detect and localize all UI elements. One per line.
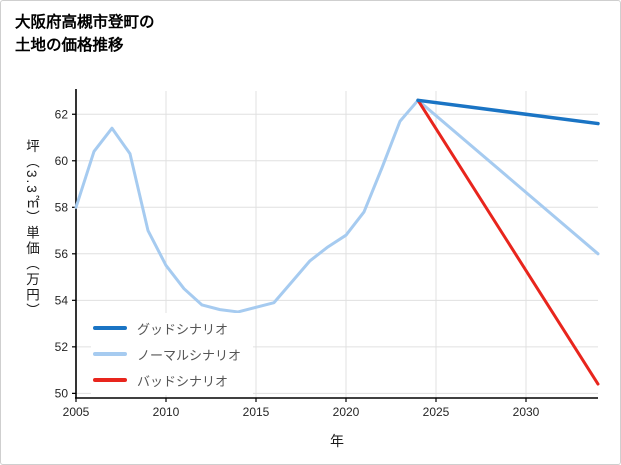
y-tick-label: 56 — [55, 247, 69, 261]
x-tick-label: 2015 — [243, 405, 270, 419]
good-scenario-line-swatch — [93, 326, 127, 330]
bad-scenario-line-swatch — [93, 378, 127, 382]
x-tick-label: 2005 — [63, 405, 90, 419]
x-axis-label: 年 — [330, 433, 344, 449]
y-tick-label: 60 — [55, 154, 69, 168]
y-tick-label: 58 — [55, 200, 69, 214]
legend: グッドシナリオ ノーマルシナリオ バッドシナリオ — [91, 313, 254, 395]
y-tick-label: 50 — [55, 386, 69, 400]
page-title: 大阪府高槻市登町の 土地の価格推移 — [15, 11, 155, 58]
legend-label-bad-scenario: バッドシナリオ — [137, 373, 229, 389]
y-tick-label: 62 — [55, 107, 69, 121]
x-tick-label: 2025 — [423, 405, 450, 419]
legend-item-bad-scenario: バッドシナリオ — [93, 367, 241, 393]
page-title-line2: 土地の価格推移 — [15, 37, 124, 55]
series-line-1 — [74, 98, 600, 314]
normal-scenario-line-swatch — [93, 352, 127, 356]
y-tick-label: 52 — [55, 340, 69, 354]
y-tick-label: 54 — [55, 293, 69, 307]
x-tick-label: 2020 — [333, 405, 360, 419]
legend-item-good-scenario: グッドシナリオ — [93, 315, 241, 341]
legend-label-good-scenario: グッドシナリオ — [137, 321, 229, 337]
legend-item-normal-scenario: ノーマルシナリオ — [93, 341, 241, 367]
page-title-line1: 大阪府高槻市登町の — [15, 14, 155, 31]
x-tick-label: 2010 — [153, 405, 180, 419]
x-tick-label: 2030 — [513, 405, 540, 419]
legend-label-normal-scenario: ノーマルシナリオ — [137, 347, 242, 363]
series-line-2 — [416, 98, 600, 386]
y-axis-label: 坪（3.3㎡）単価（万円） — [24, 139, 39, 319]
series-line-0 — [416, 98, 600, 126]
